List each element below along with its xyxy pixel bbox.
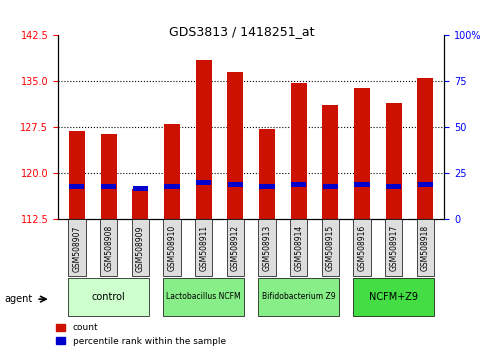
- Bar: [354, 87, 370, 219]
- Text: GSM508907: GSM508907: [72, 225, 82, 272]
- FancyBboxPatch shape: [69, 219, 85, 276]
- FancyBboxPatch shape: [385, 219, 402, 276]
- Bar: [227, 72, 243, 219]
- Text: GSM508915: GSM508915: [326, 225, 335, 272]
- FancyBboxPatch shape: [163, 219, 181, 276]
- FancyBboxPatch shape: [100, 219, 117, 276]
- FancyBboxPatch shape: [322, 219, 339, 276]
- Bar: [133, 186, 148, 191]
- Bar: [323, 184, 338, 189]
- FancyBboxPatch shape: [227, 219, 244, 276]
- Text: GSM508918: GSM508918: [421, 225, 430, 271]
- Text: Bifidobacterium Z9: Bifidobacterium Z9: [262, 292, 336, 301]
- Bar: [418, 182, 433, 187]
- FancyBboxPatch shape: [195, 219, 212, 276]
- FancyBboxPatch shape: [354, 278, 434, 316]
- Bar: [70, 184, 85, 189]
- FancyBboxPatch shape: [354, 219, 370, 276]
- Bar: [101, 133, 116, 219]
- Text: GSM508914: GSM508914: [294, 225, 303, 272]
- Text: control: control: [92, 291, 126, 302]
- Bar: [228, 182, 243, 187]
- FancyBboxPatch shape: [417, 219, 434, 276]
- FancyBboxPatch shape: [69, 278, 149, 316]
- Text: agent: agent: [5, 294, 33, 304]
- Bar: [291, 182, 306, 187]
- Bar: [259, 129, 275, 219]
- Text: GSM508917: GSM508917: [389, 225, 398, 272]
- Bar: [164, 124, 180, 219]
- Bar: [69, 131, 85, 219]
- Text: GSM508913: GSM508913: [262, 225, 271, 272]
- Text: GSM508910: GSM508910: [168, 225, 176, 272]
- Bar: [386, 184, 401, 189]
- Bar: [164, 184, 180, 189]
- Text: GDS3813 / 1418251_at: GDS3813 / 1418251_at: [169, 25, 314, 38]
- Text: GSM508908: GSM508908: [104, 225, 113, 272]
- Text: GSM508909: GSM508909: [136, 225, 145, 272]
- Text: Lactobacillus NCFM: Lactobacillus NCFM: [166, 292, 241, 301]
- Bar: [196, 180, 211, 185]
- Bar: [355, 182, 369, 187]
- Bar: [101, 184, 116, 189]
- Bar: [323, 105, 338, 219]
- Text: NCFM+Z9: NCFM+Z9: [369, 291, 418, 302]
- Bar: [132, 189, 148, 219]
- FancyBboxPatch shape: [163, 278, 244, 316]
- Bar: [386, 103, 401, 219]
- Bar: [291, 82, 307, 219]
- FancyBboxPatch shape: [258, 219, 275, 276]
- FancyBboxPatch shape: [258, 278, 339, 316]
- Text: GSM508912: GSM508912: [231, 225, 240, 271]
- Bar: [196, 60, 212, 219]
- Bar: [259, 184, 274, 189]
- Text: GSM508916: GSM508916: [357, 225, 367, 272]
- Bar: [417, 78, 433, 219]
- Legend: count, percentile rank within the sample: count, percentile rank within the sample: [53, 320, 229, 349]
- FancyBboxPatch shape: [290, 219, 307, 276]
- Text: GSM508911: GSM508911: [199, 225, 208, 271]
- FancyBboxPatch shape: [132, 219, 149, 276]
